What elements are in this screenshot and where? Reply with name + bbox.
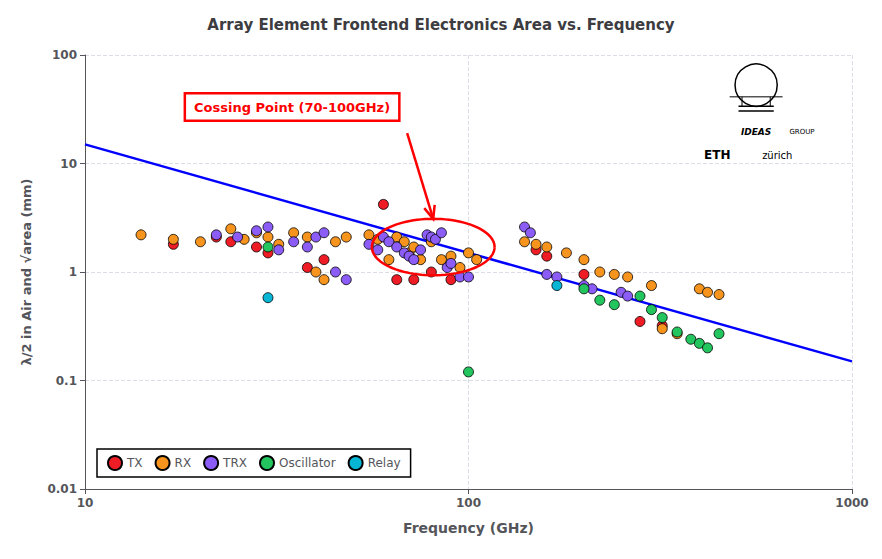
svg-text:TX: TX bbox=[126, 456, 143, 470]
svg-text:λ/2 in Air and √area (mm): λ/2 in Air and √area (mm) bbox=[19, 178, 34, 365]
svg-text:100: 100 bbox=[52, 48, 77, 62]
svg-text:1000: 1000 bbox=[835, 496, 868, 510]
svg-text:ETH: ETH bbox=[704, 148, 730, 162]
svg-text:Relay: Relay bbox=[368, 456, 401, 470]
svg-text:Frequency (GHz): Frequency (GHz) bbox=[403, 520, 534, 536]
svg-text:0.1: 0.1 bbox=[56, 374, 77, 388]
svg-text:1: 1 bbox=[69, 265, 77, 279]
svg-text:zürich: zürich bbox=[762, 150, 792, 161]
svg-text:10: 10 bbox=[60, 157, 77, 171]
svg-text:IDEAS: IDEAS bbox=[741, 127, 771, 137]
svg-text:100: 100 bbox=[456, 496, 481, 510]
svg-text:RX: RX bbox=[175, 456, 192, 470]
svg-text:Oscillator: Oscillator bbox=[279, 456, 336, 470]
svg-text:Array Element Frontend Electro: Array Element Frontend Electronics Area … bbox=[207, 16, 675, 34]
svg-text:0.01: 0.01 bbox=[47, 482, 77, 496]
svg-text:GROUP: GROUP bbox=[789, 128, 814, 136]
svg-text:10: 10 bbox=[77, 496, 94, 510]
svg-text:Cossing Point (70-100GHz): Cossing Point (70-100GHz) bbox=[194, 100, 390, 115]
svg-text:TRX: TRX bbox=[222, 456, 247, 470]
